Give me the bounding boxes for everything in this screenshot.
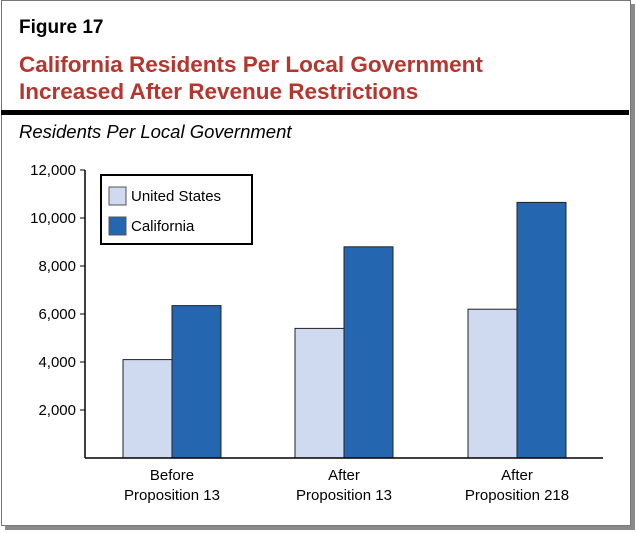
legend-swatch xyxy=(108,186,127,206)
x-tick-label: Proposition 13 xyxy=(296,487,392,504)
y-tick-label: 8,000 xyxy=(38,258,76,275)
bar-united-states xyxy=(122,359,173,459)
chart-title: California Residents Per Local Governmen… xyxy=(19,51,483,105)
title-line-2: Increased After Revenue Restrictions xyxy=(19,79,419,104)
y-tick-label: 4,000 xyxy=(38,354,76,371)
figure-label: Figure 17 xyxy=(19,17,104,38)
title-line-1: California Residents Per Local Governmen… xyxy=(19,52,483,77)
bar-california xyxy=(516,201,567,459)
y-axis-label: Residents Per Local Government xyxy=(19,121,292,142)
y-tick-label: 6,000 xyxy=(38,306,76,323)
x-tick-label: After xyxy=(328,467,360,484)
bar-california xyxy=(171,305,222,459)
x-tick-label: Before xyxy=(150,467,194,484)
y-tick-label: 12,000 xyxy=(30,162,76,179)
title-rule xyxy=(1,110,629,115)
bar-united-states xyxy=(467,308,518,459)
bar-united-states xyxy=(294,327,345,459)
x-tick-label: Proposition 13 xyxy=(124,487,220,504)
y-tick-label: 2,000 xyxy=(38,402,76,419)
legend-swatch xyxy=(108,216,127,236)
legend-label: California xyxy=(131,218,195,235)
legend-label: United States xyxy=(131,188,221,205)
x-tick-label: After xyxy=(501,467,533,484)
bar-california xyxy=(343,246,394,459)
x-tick-label: Proposition 218 xyxy=(465,487,569,504)
y-tick-label: 10,000 xyxy=(30,210,76,227)
